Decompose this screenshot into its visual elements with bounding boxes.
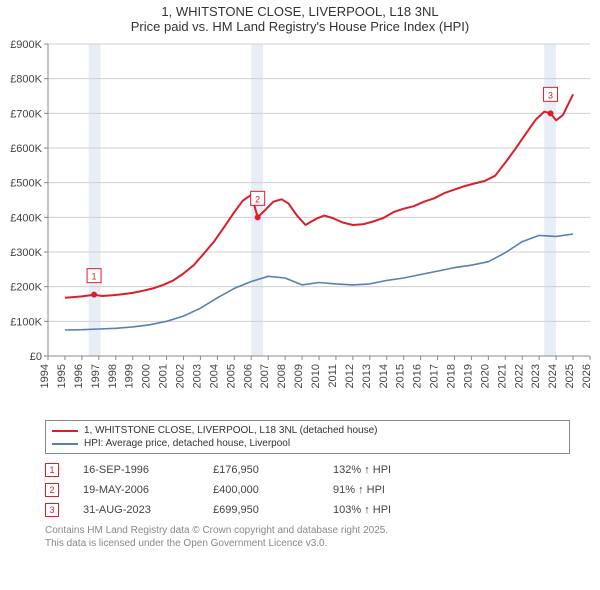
- svg-text:£300K: £300K: [10, 247, 42, 259]
- svg-text:2016: 2016: [412, 364, 424, 388]
- svg-text:2026: 2026: [581, 364, 593, 388]
- sale-delta: 132% ↑ HPI: [333, 464, 453, 476]
- svg-text:£100K: £100K: [10, 316, 42, 328]
- sales-table: 1 16-SEP-1996 £176,950 132% ↑ HPI 2 19-M…: [45, 460, 570, 520]
- table-row: 2 19-MAY-2006 £400,000 91% ↑ HPI: [45, 480, 570, 500]
- svg-text:£400K: £400K: [10, 212, 42, 224]
- sale-price: £699,950: [213, 504, 333, 516]
- sale-price: £176,950: [213, 464, 333, 476]
- sale-marker-icon: 1: [45, 463, 59, 477]
- svg-text:2020: 2020: [479, 364, 491, 388]
- svg-text:1997: 1997: [90, 364, 102, 388]
- svg-text:2025: 2025: [564, 364, 576, 388]
- legend-item: 1, WHITSTONE CLOSE, LIVERPOOL, L18 3NL (…: [52, 424, 563, 437]
- title-line-1: 1, WHITSTONE CLOSE, LIVERPOOL, L18 3NL: [0, 4, 600, 19]
- title-line-2: Price paid vs. HM Land Registry's House …: [0, 19, 600, 34]
- legend-swatch: [52, 430, 78, 432]
- sale-delta: 91% ↑ HPI: [333, 484, 453, 496]
- table-row: 1 16-SEP-1996 £176,950 132% ↑ HPI: [45, 460, 570, 480]
- svg-text:2013: 2013: [361, 364, 373, 388]
- svg-text:1999: 1999: [124, 364, 136, 388]
- svg-text:1: 1: [92, 272, 97, 282]
- svg-text:2002: 2002: [175, 364, 187, 388]
- svg-text:1998: 1998: [107, 364, 119, 388]
- legend-label: HPI: Average price, detached house, Live…: [84, 438, 290, 449]
- svg-text:2017: 2017: [429, 364, 441, 388]
- sale-date: 16-SEP-1996: [83, 464, 213, 476]
- svg-text:£500K: £500K: [10, 178, 42, 190]
- sale-marker-icon: 2: [45, 483, 59, 497]
- footnote-line: This data is licensed under the Open Gov…: [45, 537, 570, 550]
- svg-text:2006: 2006: [242, 364, 254, 388]
- svg-text:2015: 2015: [395, 364, 407, 388]
- svg-text:2012: 2012: [344, 364, 356, 388]
- footnote-line: Contains HM Land Registry data © Crown c…: [45, 524, 570, 537]
- svg-text:2011: 2011: [327, 364, 339, 388]
- legend: 1, WHITSTONE CLOSE, LIVERPOOL, L18 3NL (…: [45, 420, 570, 454]
- svg-text:£600K: £600K: [10, 143, 42, 155]
- svg-text:2019: 2019: [462, 364, 474, 388]
- svg-text:£700K: £700K: [10, 108, 42, 120]
- chart-title: 1, WHITSTONE CLOSE, LIVERPOOL, L18 3NL P…: [0, 0, 600, 36]
- svg-text:3: 3: [548, 90, 553, 100]
- svg-text:£0: £0: [30, 351, 42, 363]
- sale-marker-icon: 3: [45, 503, 59, 517]
- svg-text:2024: 2024: [547, 364, 559, 388]
- svg-text:2010: 2010: [310, 364, 322, 388]
- sale-date: 19-MAY-2006: [83, 484, 213, 496]
- sale-delta: 103% ↑ HPI: [333, 504, 453, 516]
- svg-text:2005: 2005: [225, 364, 237, 388]
- table-row: 3 31-AUG-2023 £699,950 103% ↑ HPI: [45, 500, 570, 520]
- sale-date: 31-AUG-2023: [83, 504, 213, 516]
- sale-price: £400,000: [213, 484, 333, 496]
- svg-text:2001: 2001: [158, 364, 170, 388]
- svg-text:2008: 2008: [276, 364, 288, 388]
- svg-text:2023: 2023: [530, 364, 542, 388]
- line-chart-svg: £0 £100K £200K £300K £400K £500K £600K £700K £80…: [0, 36, 600, 416]
- svg-text:2014: 2014: [378, 364, 390, 388]
- svg-text:1996: 1996: [73, 364, 85, 388]
- svg-text:2009: 2009: [293, 364, 305, 388]
- legend-item: HPI: Average price, detached house, Live…: [52, 437, 563, 450]
- svg-text:2018: 2018: [446, 364, 458, 388]
- svg-text:2022: 2022: [513, 364, 525, 388]
- svg-text:1995: 1995: [56, 364, 68, 388]
- svg-text:£800K: £800K: [10, 74, 42, 86]
- chart-area: £0 £100K £200K £300K £400K £500K £600K £700K £80…: [0, 36, 600, 416]
- svg-text:£900K: £900K: [10, 39, 42, 51]
- svg-text:2021: 2021: [496, 364, 508, 388]
- legend-swatch: [52, 443, 78, 445]
- footnote: Contains HM Land Registry data © Crown c…: [45, 524, 570, 550]
- svg-text:2003: 2003: [191, 364, 203, 388]
- svg-text:2007: 2007: [259, 364, 271, 388]
- legend-label: 1, WHITSTONE CLOSE, LIVERPOOL, L18 3NL (…: [84, 425, 377, 436]
- svg-text:2000: 2000: [141, 364, 153, 388]
- svg-text:1994: 1994: [39, 364, 51, 388]
- svg-text:2004: 2004: [208, 364, 220, 388]
- svg-text:2: 2: [255, 194, 260, 204]
- svg-text:£200K: £200K: [10, 282, 42, 294]
